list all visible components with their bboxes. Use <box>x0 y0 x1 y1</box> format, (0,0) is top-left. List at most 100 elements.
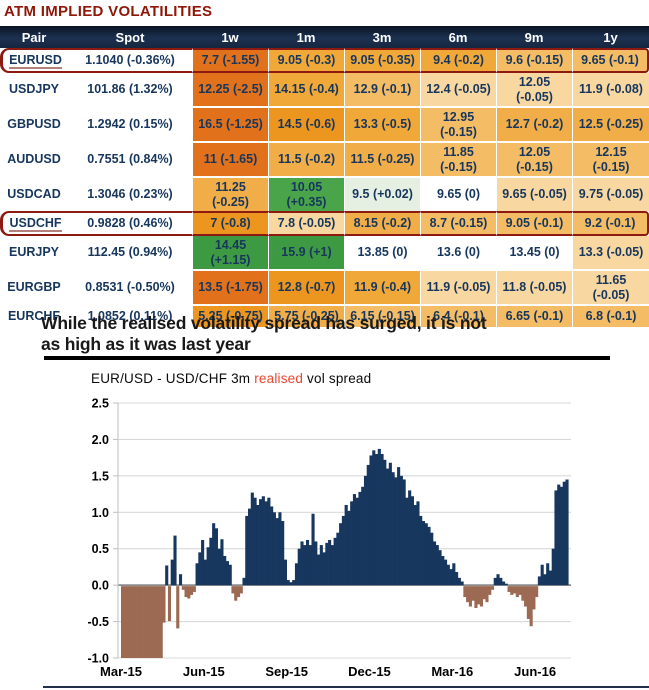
spread-bar <box>123 586 127 658</box>
spread-bar <box>504 583 508 586</box>
spread-bar <box>225 561 230 586</box>
spread-bar <box>405 497 409 586</box>
spread-bar <box>419 515 423 586</box>
spread-bar <box>187 586 191 599</box>
spread-bar <box>501 581 506 586</box>
spread-bar <box>507 586 511 592</box>
spot-value: 112.45 (0.94%) <box>68 236 192 269</box>
spread-bar <box>341 515 345 586</box>
section-divider-rule <box>44 356 610 360</box>
spread-bar <box>242 577 246 586</box>
spread-bar <box>524 586 528 607</box>
spread-bar <box>311 513 315 586</box>
spread-bar <box>129 586 133 658</box>
y-tick-label: 2.0 <box>92 433 109 447</box>
vol-cell-eurchf-1w: 5.25 (-0.75) <box>192 304 268 327</box>
spread-bar <box>515 586 519 598</box>
vol-cell-usdjpy-6m: 12.4 (-0.05) <box>420 73 496 106</box>
spread-bar <box>369 455 373 586</box>
spread-bar <box>394 477 398 586</box>
y-tick-label: -1.0 <box>87 652 109 666</box>
spread-bar <box>355 497 359 586</box>
vol-cell-eurgbp-1y: 11.65 (-0.05) <box>572 269 649 304</box>
spread-bar <box>352 494 357 586</box>
spot-value: 0.9828 (0.46%) <box>68 211 192 236</box>
spread-bar <box>201 539 205 586</box>
spread-bar <box>297 548 301 586</box>
spread-bar <box>383 459 387 586</box>
spread-bar <box>167 586 172 622</box>
spread-bar <box>151 586 155 658</box>
spread-bar <box>350 501 354 586</box>
vol-cell-usdcad-1m: 10.05 (+0.35) <box>268 176 344 211</box>
spread-bar <box>245 515 249 586</box>
spread-bar <box>529 586 533 627</box>
spread-bar <box>510 586 514 595</box>
spread-bar <box>250 492 254 586</box>
vol-cell-gbpusd-6m: 12.95 (-0.15) <box>420 106 496 141</box>
vol-cell-eurusd-1m: 9.05 (-0.3) <box>268 48 344 73</box>
spread-bar <box>239 586 243 594</box>
vol-cell-eurjpy-3m: 13.85 (0) <box>344 236 420 269</box>
spread-bar <box>156 586 161 658</box>
vol-cell-eurjpy-1m: 15.9 (+1) <box>268 236 344 269</box>
spread-bar <box>449 569 453 586</box>
spread-bar <box>424 523 428 586</box>
spread-bar <box>289 582 293 586</box>
spread-bar <box>333 537 337 586</box>
pair-label: EURCHF <box>0 304 68 327</box>
spread-bar <box>435 545 439 586</box>
spread-bar <box>366 464 370 586</box>
spread-bar <box>410 496 414 586</box>
spread-bar <box>372 450 376 586</box>
spread-bar <box>363 475 368 586</box>
vol-cell-usdchf-6m: 8.7 (-0.15) <box>420 211 496 236</box>
spot-value: 101.86 (1.32%) <box>68 73 192 106</box>
spread-bar <box>234 586 238 601</box>
chart-title-realised: realised <box>254 371 304 386</box>
column-header-6m: 6m <box>420 26 496 48</box>
spread-bar <box>314 541 318 586</box>
vol-cell-eurusd-1w: 7.7 (-1.55) <box>192 48 268 73</box>
spread-bar <box>328 539 332 586</box>
pair-label: EURGBP <box>0 269 68 304</box>
y-tick-label: 2.5 <box>92 397 109 411</box>
spread-bar <box>148 586 152 658</box>
spread-bar <box>479 586 484 607</box>
spot-value: 0.7551 (0.84%) <box>68 141 192 176</box>
spread-bar <box>184 586 188 598</box>
chart-title: EUR/USD - USD/CHF 3m realised vol spread <box>91 371 371 386</box>
spread-bar <box>305 539 310 586</box>
spread-bar <box>209 537 213 586</box>
spread-bar <box>132 586 136 658</box>
spread-bar <box>261 496 265 586</box>
spread-bar <box>140 586 144 658</box>
vol-cell-usdjpy-1m: 14.15 (-0.4) <box>268 73 344 106</box>
spread-bar <box>217 548 221 586</box>
spread-bar <box>496 574 500 586</box>
pair-label: USDCAD <box>0 176 68 211</box>
spread-bar <box>408 490 412 586</box>
vol-cell-audusd-1y: 12.15 (-0.15) <box>572 141 649 176</box>
spread-bar <box>427 526 431 586</box>
headline: While the realised volatility spread has… <box>41 313 626 355</box>
vol-cell-usdcad-1y: 9.75 (-0.05) <box>572 176 649 211</box>
spread-bar <box>499 577 503 586</box>
spread-bar <box>145 586 149 658</box>
spread-bar <box>236 586 241 598</box>
footer-rule <box>43 686 649 688</box>
y-tick-label: -0.5 <box>87 615 109 629</box>
spread-bar <box>231 586 235 594</box>
spread-bar <box>137 586 141 658</box>
column-header-pair: Pair <box>0 26 68 48</box>
x-tick-label: Mar-16 <box>431 664 473 679</box>
column-header-1w: 1w <box>192 26 268 48</box>
spread-bar <box>513 586 517 594</box>
spread-bar <box>535 586 539 598</box>
spread-bar <box>380 454 384 586</box>
vol-cell-eurchf-1y: 6.8 (-0.1) <box>572 304 649 327</box>
spread-bar <box>308 545 312 586</box>
table-row-usdjpy: USDJPY 101.86 (1.32%) 12.25 (-2.5) 14.15 (-… <box>0 73 649 106</box>
spread-bar <box>206 547 210 586</box>
